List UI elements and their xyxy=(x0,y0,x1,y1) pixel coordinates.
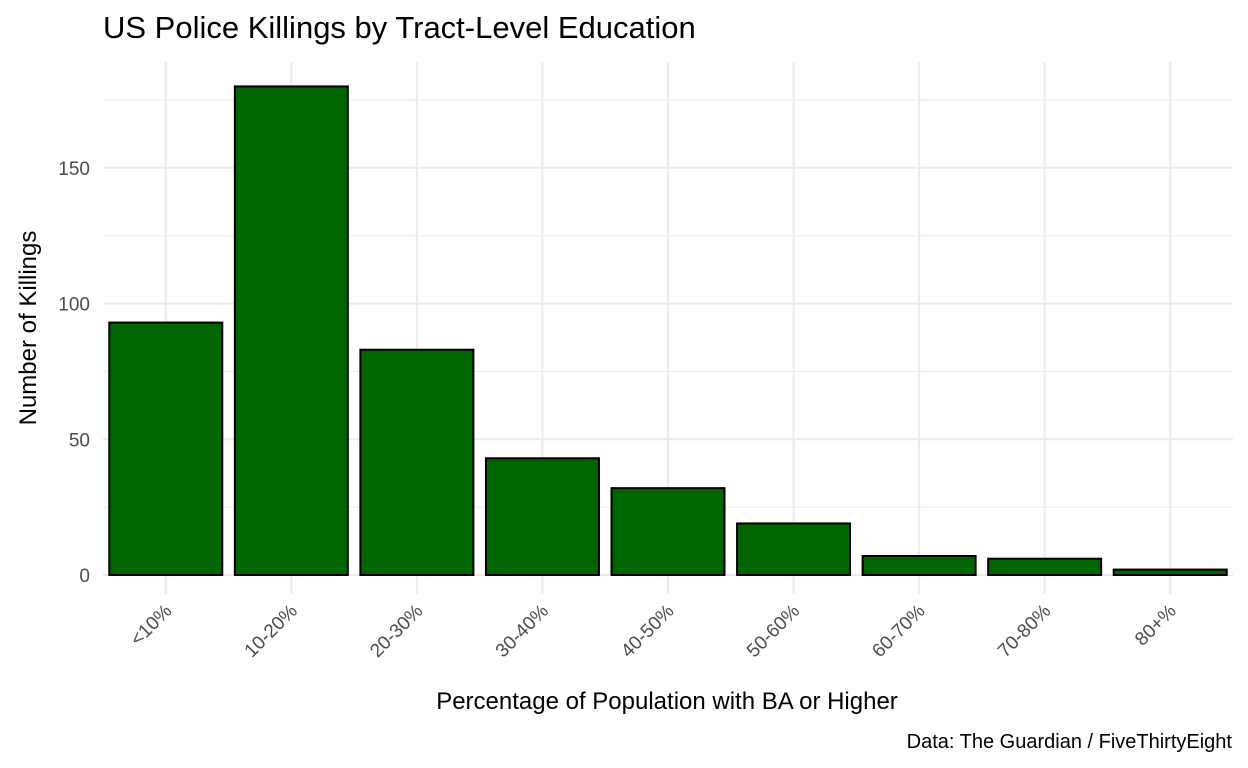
x-tick-label: 20-30% xyxy=(366,601,427,662)
y-axis-title: Number of Killings xyxy=(15,231,42,426)
chart-caption: Data: The Guardian / FiveThirtyEight xyxy=(906,731,1232,753)
bar-50-60% xyxy=(736,522,852,577)
x-tick-label: 80+% xyxy=(1131,601,1181,651)
y-axis-ticks: 0 50 100 150 xyxy=(58,159,90,587)
bar-60-70% xyxy=(861,555,977,576)
y-tick-label: 50 xyxy=(69,430,90,451)
x-tick-label: 40-50% xyxy=(617,601,678,662)
bar-10-20% xyxy=(233,85,349,577)
x-axis-ticks: <10% 10-20% 20-30% 30-40% 40-50% 50-60% 60-70%… xyxy=(127,601,1181,662)
x-tick-label: 70-80% xyxy=(994,601,1055,662)
y-tick-label: 100 xyxy=(58,295,90,316)
bar-80+% xyxy=(1112,568,1228,576)
bars xyxy=(108,85,1228,577)
x-tick-label: <10% xyxy=(127,601,177,651)
bar-<10% xyxy=(108,321,224,577)
y-tick-label: 150 xyxy=(58,159,90,180)
bar-70-80% xyxy=(987,557,1103,577)
bar-30-40% xyxy=(484,457,600,576)
x-tick-label: 60-70% xyxy=(868,601,929,662)
x-tick-label: 30-40% xyxy=(492,601,553,662)
x-tick-label: 10-20% xyxy=(241,601,302,662)
bar-40-50% xyxy=(610,487,726,576)
x-tick-label: 50-60% xyxy=(743,601,804,662)
chart-title: US Police Killings by Tract-Level Educat… xyxy=(103,10,696,45)
y-tick-label: 0 xyxy=(79,566,90,587)
x-axis-title: Percentage of Population with BA or High… xyxy=(436,688,898,715)
bar-20-30% xyxy=(359,348,475,577)
